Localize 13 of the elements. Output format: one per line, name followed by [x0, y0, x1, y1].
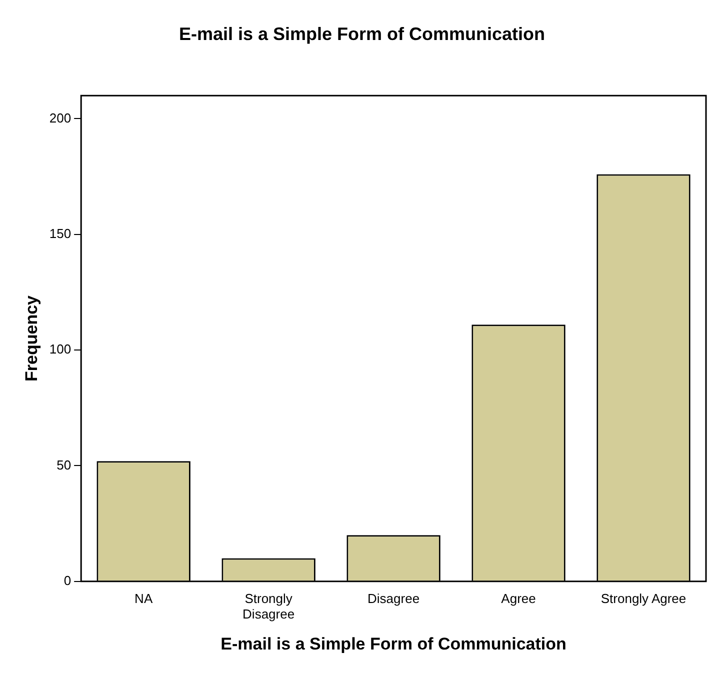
y-axis-title: Frequency — [22, 294, 41, 382]
x-tick-label: Strongly Disagree — [242, 590, 295, 622]
x-tick-label: NA — [134, 590, 153, 606]
x-axis-title: E-mail is a Simple Form of Communication — [220, 634, 566, 654]
x-tick-label: Disagree — [368, 590, 420, 606]
y-tick-label: 0 — [64, 572, 72, 588]
chart-title: E-mail is a Simple Form of Communication — [178, 24, 546, 44]
y-tick-label: 200 — [49, 110, 72, 126]
x-tick-label: Strongly Agree — [600, 590, 686, 606]
x-tick-label: Agree — [501, 590, 536, 606]
y-tick-label: 100 — [49, 342, 72, 357]
y-tick-label: 50 — [56, 457, 72, 472]
y-tick-label: 150 — [49, 226, 72, 241]
